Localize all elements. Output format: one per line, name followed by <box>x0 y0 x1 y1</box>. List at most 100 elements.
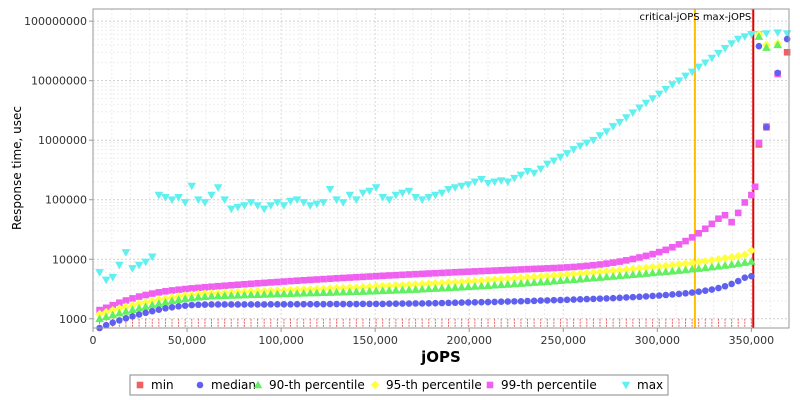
data-point <box>681 72 690 81</box>
data-point <box>523 168 532 176</box>
data-point <box>654 268 664 276</box>
data-point <box>141 258 150 267</box>
data-point <box>174 193 183 202</box>
data-point <box>346 274 354 281</box>
data-point <box>464 268 472 275</box>
data-point <box>589 268 598 277</box>
data-point <box>214 282 222 290</box>
data-point <box>404 187 414 196</box>
data-point <box>359 300 367 308</box>
data-point <box>542 277 552 285</box>
data-point <box>524 297 531 305</box>
plot-data <box>95 29 792 332</box>
legend-label: 90-th percentile <box>269 378 365 392</box>
data-point <box>707 256 717 265</box>
data-point <box>491 267 498 274</box>
data-point <box>674 77 684 85</box>
data-point <box>425 299 433 307</box>
legend-item: 99-th percentile <box>486 378 597 392</box>
legend-box <box>129 374 669 396</box>
data-point <box>516 273 526 283</box>
data-point <box>543 265 551 272</box>
data-point <box>609 259 617 266</box>
data-point <box>733 259 743 267</box>
data-point <box>431 191 440 200</box>
data-point <box>661 85 671 94</box>
data-point <box>582 268 592 278</box>
data-point <box>267 279 275 286</box>
data-point <box>325 288 335 296</box>
data-point <box>471 268 479 275</box>
data-point <box>721 211 729 219</box>
data-point <box>504 298 512 305</box>
data-point <box>720 261 730 269</box>
data-point <box>379 300 386 308</box>
data-point <box>180 199 190 207</box>
data-point <box>517 266 525 273</box>
data-point <box>325 185 335 194</box>
data-point <box>148 290 156 297</box>
data-point <box>371 286 381 295</box>
y-tick-label: 10000 <box>52 253 87 266</box>
data-point <box>707 262 717 271</box>
data-point <box>398 285 407 294</box>
data-point <box>417 284 427 293</box>
data-point <box>715 215 722 223</box>
data-point <box>286 289 295 297</box>
data-point <box>755 139 763 147</box>
data-point <box>674 266 684 274</box>
data-point <box>148 307 156 315</box>
data-point <box>490 178 499 187</box>
data-point <box>319 288 328 297</box>
data-point <box>542 160 552 169</box>
data-point <box>299 199 308 207</box>
data-point <box>490 280 499 289</box>
reference-line-labels: critical-jOPS max-jOPS <box>640 12 752 23</box>
data-point <box>451 268 459 276</box>
data-point <box>603 260 610 267</box>
data-point <box>615 265 625 275</box>
data-point <box>431 279 440 288</box>
data-point <box>595 267 605 277</box>
data-point <box>273 289 282 298</box>
data-point <box>484 267 492 275</box>
x-tick-label: 100,000 <box>258 334 304 347</box>
data-point <box>773 29 783 37</box>
data-point <box>332 288 341 296</box>
data-point <box>352 287 361 296</box>
data-point <box>432 269 439 277</box>
data-point <box>260 279 268 287</box>
data-point <box>371 184 381 192</box>
data-point <box>293 300 301 308</box>
data-point <box>247 301 255 308</box>
data-point <box>259 205 269 214</box>
legend-label: min <box>151 378 174 392</box>
data-point <box>234 301 242 308</box>
data-point <box>116 299 123 307</box>
data-point <box>95 269 104 277</box>
data-point <box>549 271 559 280</box>
data-point <box>135 293 143 300</box>
data-point <box>773 40 783 49</box>
data-point <box>227 281 235 289</box>
data-point <box>247 280 255 288</box>
data-point <box>378 281 387 291</box>
data-point <box>299 288 308 297</box>
data-point <box>371 282 381 291</box>
data-point <box>384 286 394 294</box>
data-point <box>450 277 460 287</box>
data-point <box>372 300 380 308</box>
data-point <box>147 253 157 262</box>
data-point <box>536 165 545 174</box>
data-point <box>648 95 657 103</box>
x-tick-label: 0 <box>90 334 97 347</box>
data-point <box>496 280 506 289</box>
data-point <box>365 287 374 295</box>
data-point <box>352 196 361 205</box>
data-point <box>668 260 677 270</box>
data-point <box>523 278 532 287</box>
data-point <box>384 196 394 205</box>
data-point <box>641 269 651 277</box>
data-point <box>109 301 117 309</box>
data-point <box>392 271 400 279</box>
